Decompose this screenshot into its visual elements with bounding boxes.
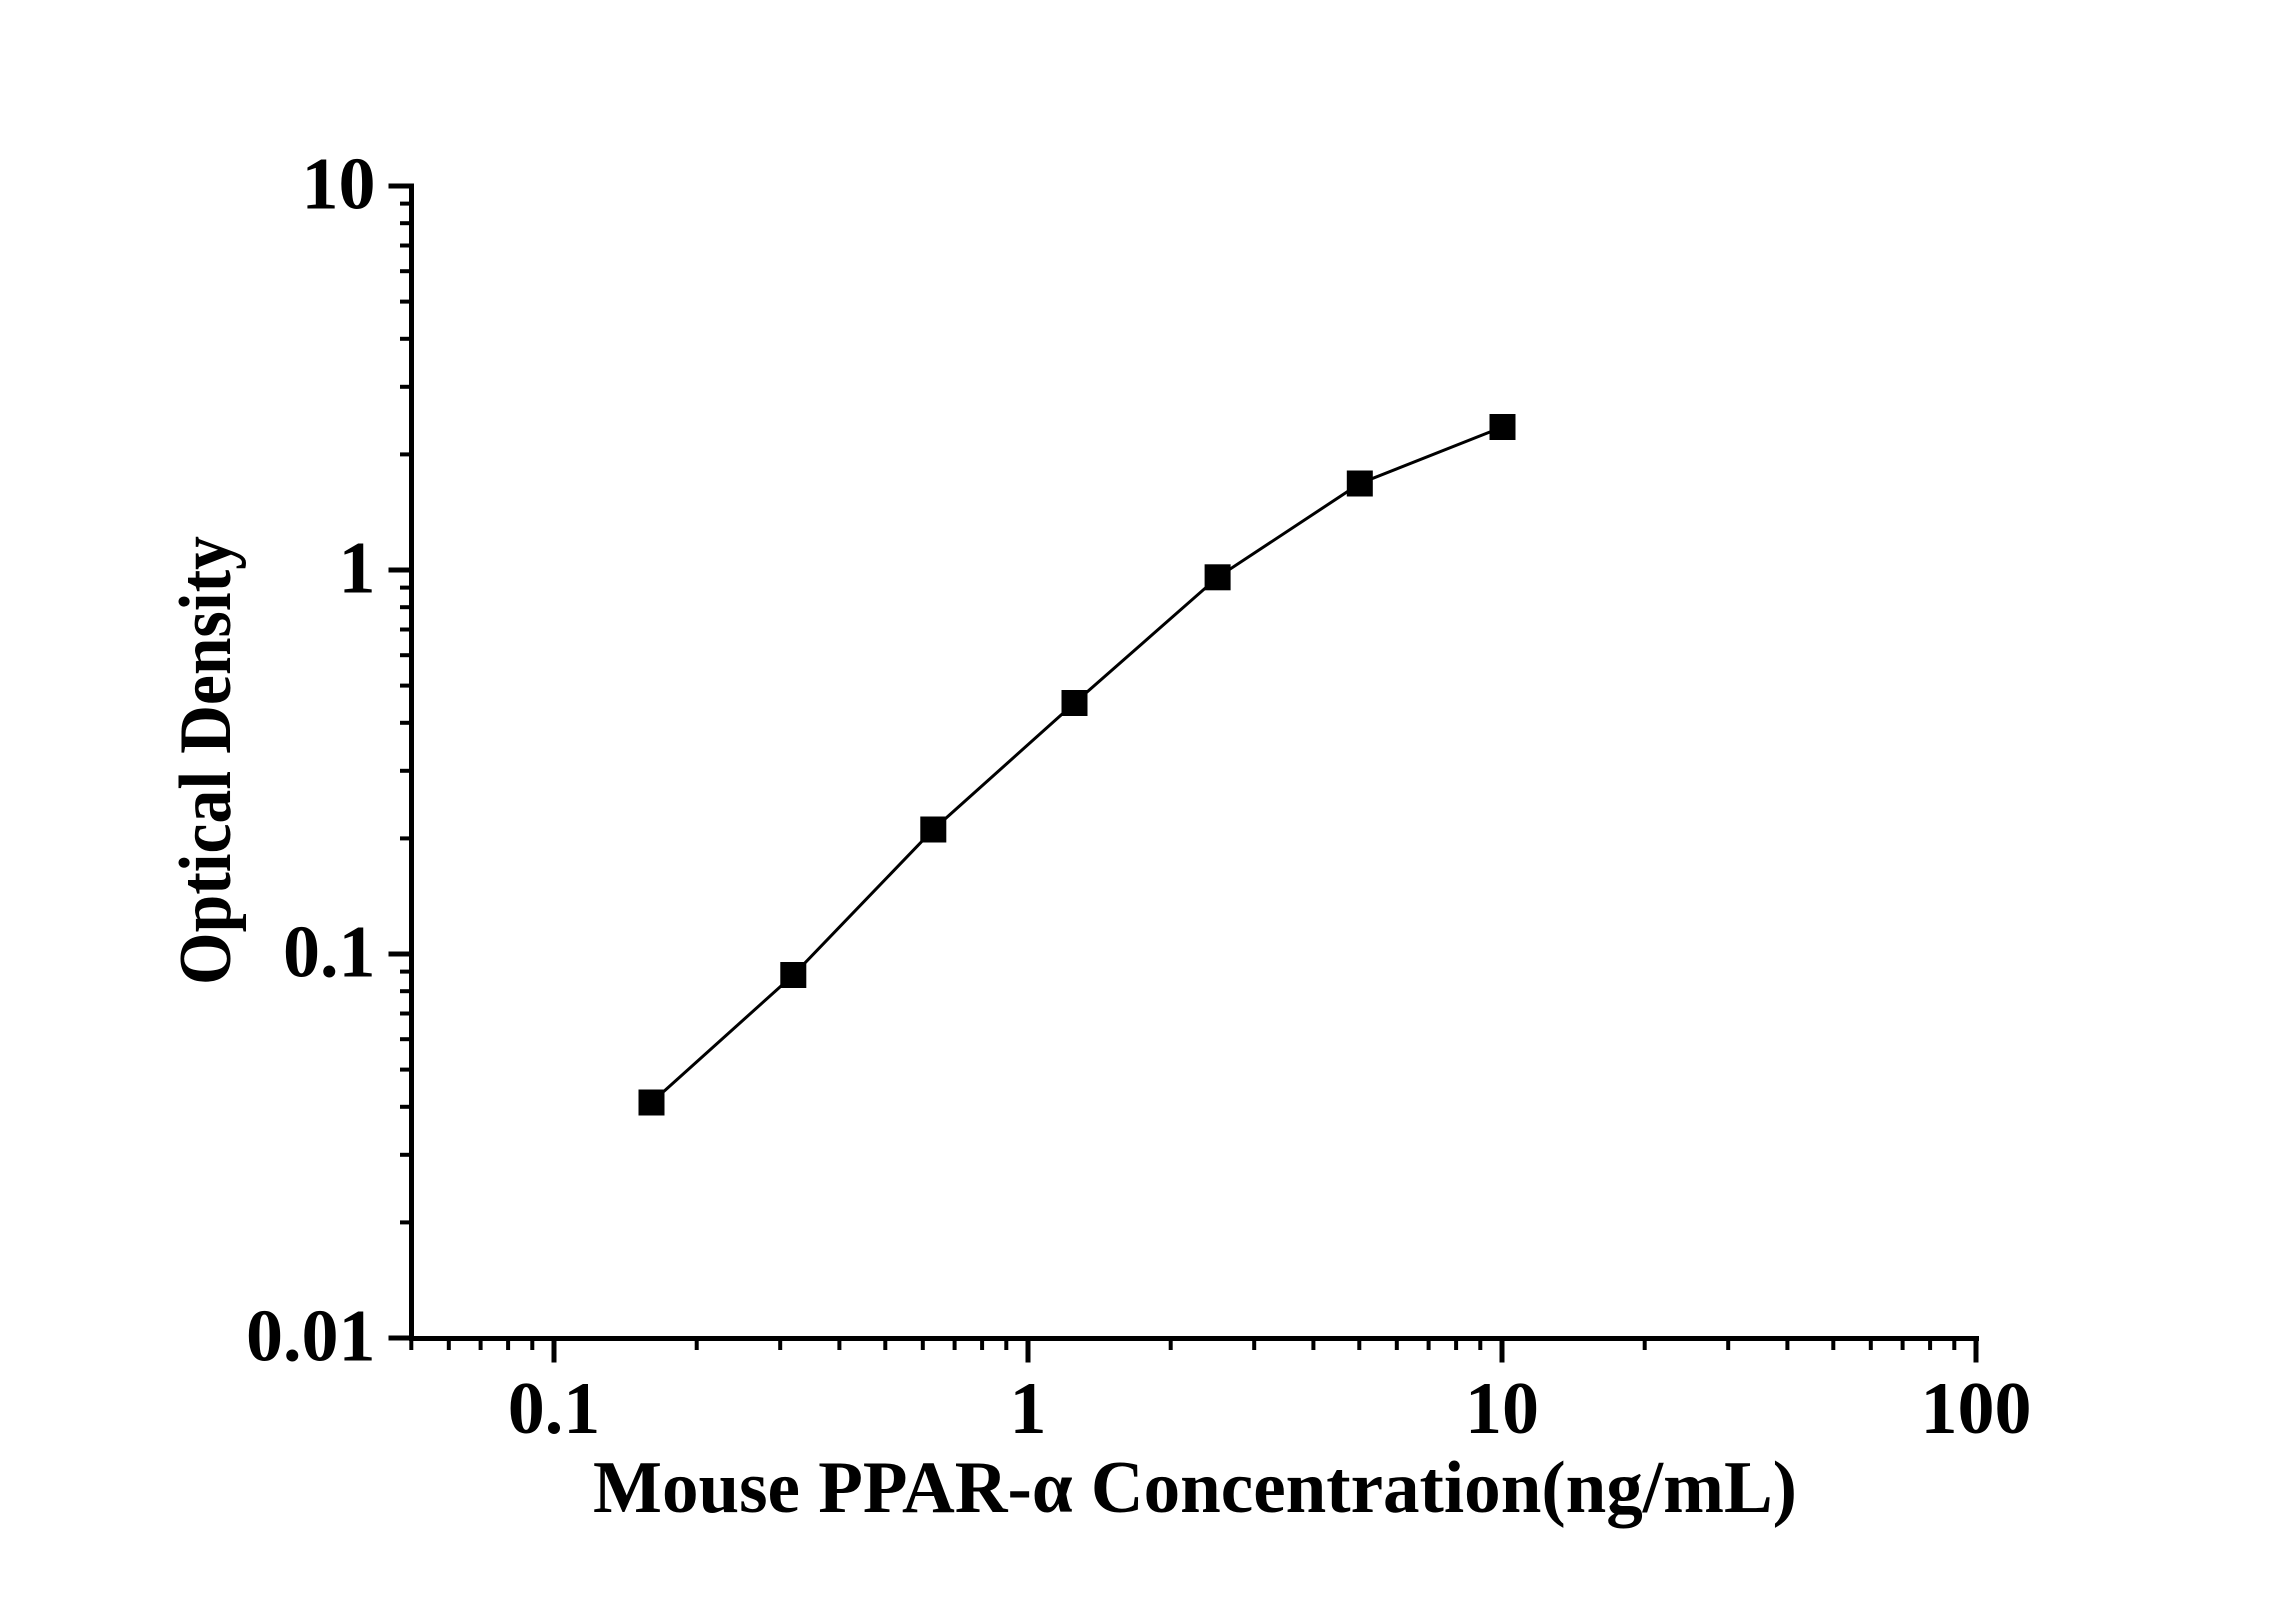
svg-text:Mouse PPAR-α Concentration(ng/: Mouse PPAR-α Concentration(ng/mL): [593, 1447, 1797, 1529]
svg-text:100: 100: [1921, 1368, 2032, 1450]
svg-text:1: 1: [339, 528, 376, 610]
svg-text:0.1: 0.1: [283, 912, 376, 994]
svg-text:Optical Density: Optical Density: [165, 536, 247, 985]
svg-text:10: 10: [302, 144, 376, 226]
svg-text:1: 1: [1010, 1368, 1047, 1450]
svg-text:10: 10: [1465, 1368, 1539, 1450]
svg-text:0.1: 0.1: [508, 1368, 601, 1450]
svg-text:0.01: 0.01: [246, 1296, 376, 1378]
